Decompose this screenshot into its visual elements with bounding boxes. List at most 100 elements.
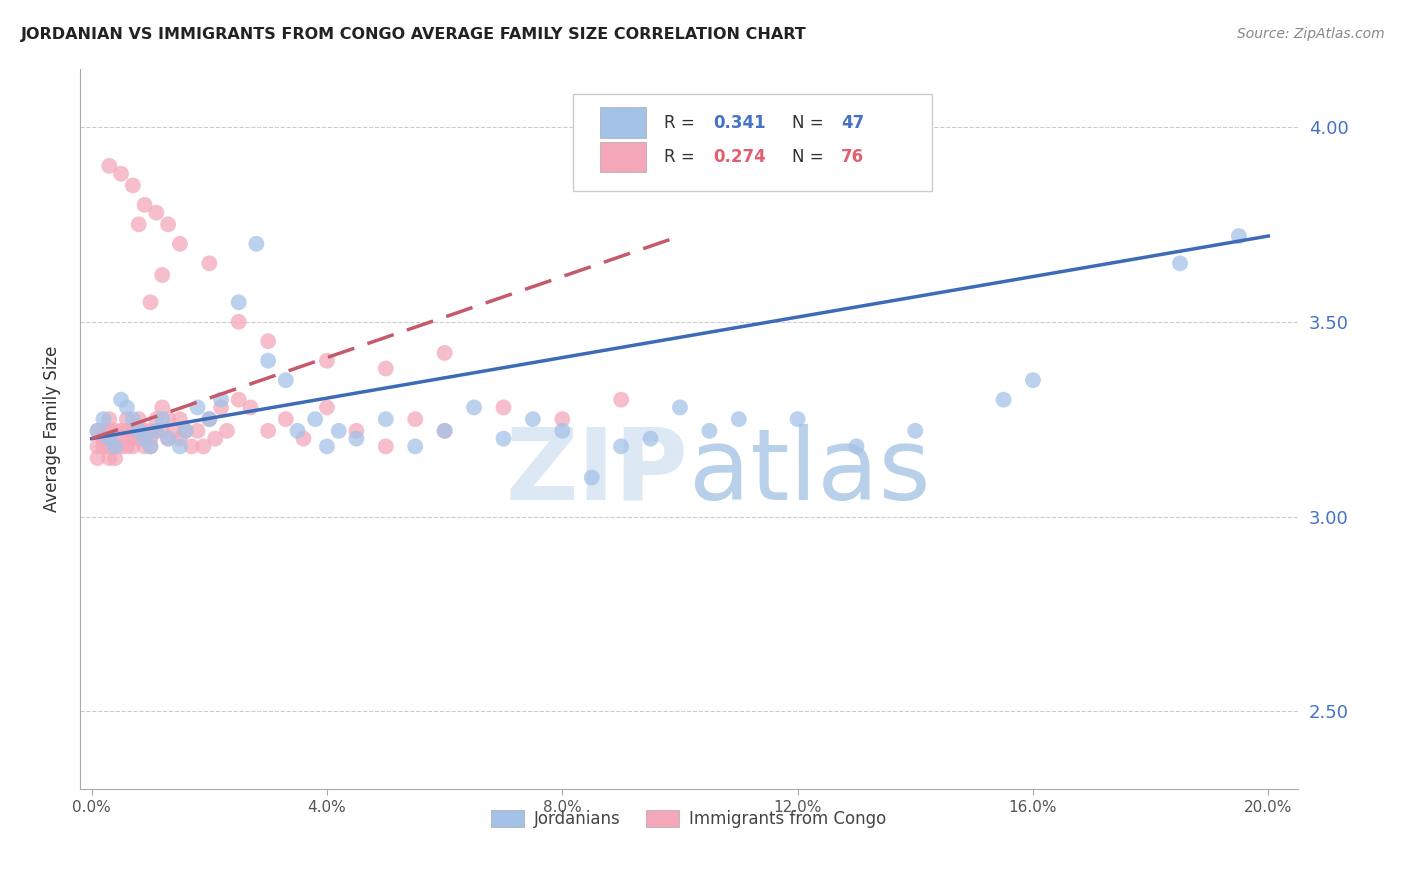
Point	[128, 412, 150, 426]
Point	[104, 439, 127, 453]
Point	[209, 392, 232, 407]
Point	[581, 470, 603, 484]
Point	[121, 412, 143, 426]
Point	[86, 424, 108, 438]
Point	[228, 392, 250, 407]
Point	[433, 424, 456, 438]
Point	[492, 432, 515, 446]
Point	[98, 424, 121, 438]
Point	[374, 361, 396, 376]
Point	[98, 432, 121, 446]
Point	[139, 439, 162, 453]
FancyBboxPatch shape	[574, 94, 932, 191]
Point	[86, 451, 108, 466]
Point	[86, 439, 108, 453]
Point	[128, 424, 150, 438]
Point	[150, 424, 173, 438]
Point	[134, 439, 156, 453]
Point	[274, 373, 297, 387]
Point	[640, 432, 662, 446]
Point	[433, 346, 456, 360]
Y-axis label: Average Family Size: Average Family Size	[44, 346, 60, 512]
Point	[257, 334, 280, 349]
Point	[139, 295, 162, 310]
Point	[727, 412, 749, 426]
Point	[316, 439, 339, 453]
Point	[328, 424, 350, 438]
Point	[145, 412, 167, 426]
Point	[139, 432, 162, 446]
Point	[993, 392, 1015, 407]
Point	[374, 439, 396, 453]
Point	[93, 439, 115, 453]
Point	[228, 315, 250, 329]
Point	[228, 295, 250, 310]
Text: N =: N =	[793, 113, 830, 132]
Point	[169, 236, 191, 251]
Point	[139, 424, 162, 438]
Point	[157, 412, 180, 426]
Point	[274, 412, 297, 426]
Point	[287, 424, 309, 438]
Point	[492, 401, 515, 415]
Point	[904, 424, 927, 438]
Point	[115, 401, 138, 415]
Point	[699, 424, 721, 438]
Point	[150, 412, 173, 426]
Point	[186, 424, 208, 438]
Point	[115, 412, 138, 426]
Point	[344, 424, 367, 438]
Point	[169, 432, 191, 446]
Point	[134, 432, 156, 446]
Point	[551, 412, 574, 426]
Point	[98, 451, 121, 466]
Point	[98, 159, 121, 173]
Point	[198, 412, 221, 426]
Point	[86, 424, 108, 438]
Point	[1022, 373, 1045, 387]
Point	[522, 412, 544, 426]
Point	[110, 424, 132, 438]
Point	[121, 178, 143, 193]
Bar	[600, 142, 647, 172]
Point	[374, 412, 396, 426]
Text: JORDANIAN VS IMMIGRANTS FROM CONGO AVERAGE FAMILY SIZE CORRELATION CHART: JORDANIAN VS IMMIGRANTS FROM CONGO AVERA…	[21, 27, 807, 42]
Text: atlas: atlas	[689, 424, 931, 521]
Point	[1168, 256, 1191, 270]
Point	[845, 439, 868, 453]
Point	[93, 424, 115, 438]
Point	[186, 401, 208, 415]
Text: R =: R =	[665, 113, 700, 132]
Point	[316, 353, 339, 368]
Point	[121, 439, 143, 453]
Point	[134, 424, 156, 438]
Point	[110, 392, 132, 407]
Point	[121, 424, 143, 438]
Point	[292, 432, 315, 446]
Point	[433, 424, 456, 438]
Point	[316, 401, 339, 415]
Point	[174, 424, 197, 438]
Point	[198, 256, 221, 270]
Point	[209, 401, 232, 415]
Point	[198, 412, 221, 426]
Point	[115, 439, 138, 453]
Point	[150, 268, 173, 282]
Text: 47: 47	[841, 113, 865, 132]
Point	[304, 412, 326, 426]
Point	[1227, 229, 1250, 244]
Bar	[600, 107, 647, 137]
Point	[157, 432, 180, 446]
Point	[145, 424, 167, 438]
Point	[93, 412, 115, 426]
Point	[128, 432, 150, 446]
Point	[128, 218, 150, 232]
Point	[610, 439, 633, 453]
Text: Source: ZipAtlas.com: Source: ZipAtlas.com	[1237, 27, 1385, 41]
Point	[121, 432, 143, 446]
Text: 0.274: 0.274	[713, 148, 766, 166]
Point	[104, 451, 127, 466]
Point	[404, 412, 426, 426]
Point	[257, 424, 280, 438]
Point	[98, 439, 121, 453]
